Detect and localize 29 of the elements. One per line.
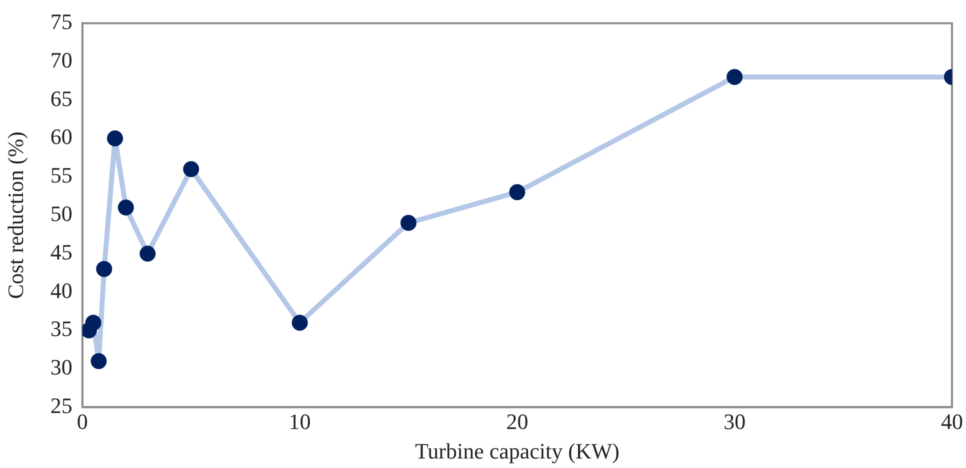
x-axis-title: Turbine capacity (KW) bbox=[414, 438, 620, 464]
y-tick-label: 40 bbox=[50, 278, 72, 303]
x-tick-label: 30 bbox=[724, 409, 746, 434]
point bbox=[509, 184, 526, 200]
x-tick-label: 10 bbox=[288, 409, 311, 434]
point bbox=[107, 130, 124, 146]
point bbox=[183, 161, 200, 178]
point bbox=[85, 314, 102, 331]
point bbox=[140, 246, 156, 262]
point bbox=[726, 68, 743, 85]
y-tick-label: 45 bbox=[50, 239, 72, 264]
point bbox=[90, 353, 107, 370]
y-tick-label: 30 bbox=[50, 354, 72, 380]
y-tick-label: 65 bbox=[50, 86, 72, 111]
y-tick-label: 55 bbox=[50, 162, 72, 188]
x-tick-label: 0 bbox=[76, 409, 88, 434]
x-tick-label: 20 bbox=[506, 409, 528, 434]
point bbox=[400, 214, 416, 231]
y-tick-label: 25 bbox=[50, 392, 72, 418]
y-tick-label: 60 bbox=[50, 124, 72, 150]
y-tick-label: 75 bbox=[50, 8, 72, 34]
y-tick-label: 70 bbox=[50, 47, 72, 72]
y-tick-label: 35 bbox=[50, 316, 72, 342]
y-axis-title: Cost reduction (%) bbox=[2, 131, 28, 299]
x-tick-label: 40 bbox=[941, 409, 963, 434]
point bbox=[96, 260, 112, 277]
y-tick-label: 50 bbox=[50, 200, 72, 226]
point bbox=[292, 314, 308, 331]
point bbox=[118, 200, 134, 216]
